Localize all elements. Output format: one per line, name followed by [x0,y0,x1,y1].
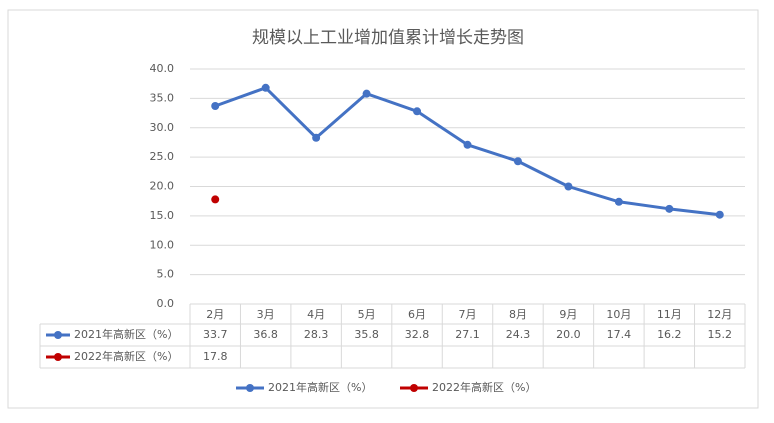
x-tick-label: 7月 [459,308,477,321]
table-cell: 28.3 [304,328,329,341]
table-row-label: 2021年高新区（%） [74,327,178,341]
table-cell: 15.2 [708,328,733,341]
data-point [312,133,321,142]
data-point [362,89,371,98]
legend-swatch [54,331,62,339]
legend-swatch [54,353,62,361]
data-point [413,107,422,116]
y-tick-label: 5.0 [157,268,175,281]
legend-label: 2021年高新区（%） [268,380,372,394]
table-cell: 32.8 [405,328,430,341]
data-point [614,197,623,206]
data-point [513,157,522,166]
data-point [564,182,573,191]
x-tick-label: 12月 [707,308,732,321]
legend-label: 2022年高新区（%） [432,380,536,394]
table-row-label: 2022年高新区（%） [74,349,178,363]
data-point [211,102,220,111]
table-cell: 24.3 [506,328,531,341]
table-cell: 27.1 [455,328,480,341]
x-tick-label: 4月 [307,308,325,321]
data-point [665,204,674,213]
x-tick-label: 2月 [206,308,224,321]
legend-swatch [246,384,254,392]
x-tick-label: 9月 [559,308,577,321]
y-tick-label: 30.0 [150,121,175,134]
x-tick-label: 11月 [657,308,682,321]
x-tick-label: 6月 [408,308,426,321]
table-cell: 17.8 [203,350,228,363]
table-cell: 20.0 [556,328,581,341]
x-tick-label: 5月 [358,308,376,321]
y-tick-label: 15.0 [150,209,175,222]
table-cell: 36.8 [253,328,278,341]
data-point [211,195,220,204]
x-tick-label: 10月 [606,308,631,321]
y-tick-label: 0.0 [157,297,175,310]
x-tick-label: 8月 [509,308,527,321]
table-cell: 35.8 [354,328,379,341]
x-tick-label: 3月 [257,308,275,321]
chart-frame [7,9,759,409]
y-tick-label: 20.0 [150,180,175,193]
data-point [261,83,270,92]
table-cell: 17.4 [607,328,632,341]
legend-swatch [410,384,418,392]
data-point [715,210,724,219]
y-tick-label: 35.0 [150,91,175,104]
table-cell: 16.2 [657,328,682,341]
data-point [463,140,472,149]
y-tick-label: 10.0 [150,238,175,251]
y-tick-label: 40.0 [150,62,175,75]
table-cell: 33.7 [203,328,228,341]
y-tick-label: 25.0 [150,150,175,163]
chart-title: 规模以上工业增加值累计增长走势图 [252,28,524,48]
